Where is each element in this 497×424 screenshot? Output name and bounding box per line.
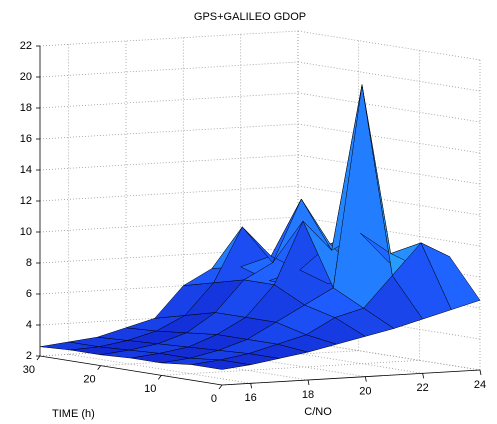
x-tick-label: 0	[211, 393, 217, 405]
tick-mark	[250, 383, 253, 389]
z-tick-label: 2	[26, 350, 32, 362]
grid-line	[297, 30, 481, 61]
x-tick-label: 10	[144, 383, 156, 395]
grid-line	[297, 154, 481, 185]
y-tick-label: 22	[417, 382, 429, 394]
grid-line	[68, 353, 251, 384]
grid-line	[39, 278, 299, 295]
grid-line	[39, 185, 299, 202]
z-tick-label: 8	[26, 257, 32, 269]
y-axis	[221, 369, 481, 386]
x-tick-label: 30	[23, 364, 35, 376]
grid-line	[39, 30, 299, 47]
grid-line	[39, 216, 299, 233]
z-tick-label: 22	[20, 40, 32, 52]
x-tick-label: 20	[83, 374, 95, 386]
grid-line	[39, 92, 299, 109]
x-axis	[39, 355, 223, 386]
x-axis-label: TIME (h)	[52, 408, 95, 420]
chart-title: GPS+GALILEO GDOP	[194, 11, 306, 23]
tick-mark	[479, 369, 482, 376]
tick-mark	[36, 355, 41, 361]
z-tick-label: 16	[20, 133, 32, 145]
tick-mark	[422, 373, 425, 379]
grid-line	[297, 123, 481, 154]
tick-mark	[307, 379, 310, 386]
y-tick-label: 20	[359, 386, 371, 398]
z-tick-label: 10	[20, 226, 32, 238]
y-tick-label: 16	[245, 392, 257, 404]
grid-line	[161, 359, 420, 376]
tick-mark	[364, 376, 367, 382]
tick-mark	[97, 365, 101, 370]
grid-line	[39, 123, 299, 140]
grid-line	[39, 247, 299, 264]
grid-line	[297, 61, 481, 92]
tick-mark	[158, 375, 162, 380]
grid-line	[297, 92, 481, 123]
y-axis-label: C/NO	[304, 406, 332, 418]
grid-line	[297, 216, 481, 247]
z-tick-label: 12	[20, 195, 32, 207]
z-tick-label: 6	[26, 288, 32, 300]
grid-line	[39, 61, 299, 78]
z-tick-label: 20	[20, 71, 32, 83]
y-tick-label: 18	[302, 389, 314, 401]
y-tick-label: 24	[474, 379, 486, 391]
z-tick-label: 14	[20, 164, 32, 176]
surface-patch	[420, 242, 481, 310]
z-tick-label: 4	[26, 319, 32, 331]
tick-mark	[218, 384, 223, 390]
grid-line	[39, 154, 299, 171]
z-tick-label: 18	[20, 102, 32, 114]
grid-line	[297, 185, 481, 216]
